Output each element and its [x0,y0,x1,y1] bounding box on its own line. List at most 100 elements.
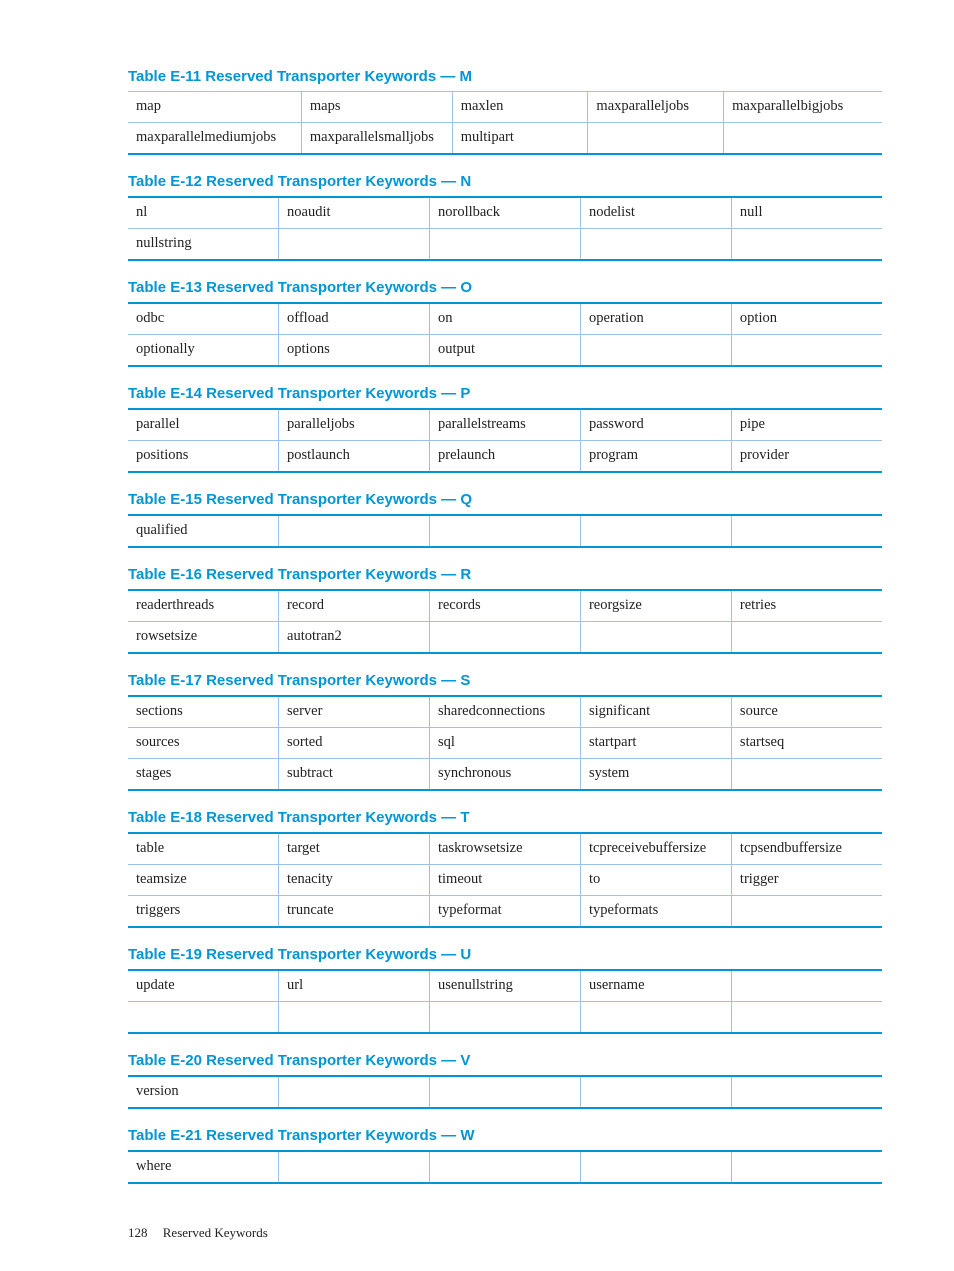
table-title: Table E-13 Reserved Transporter Keywords… [128,279,882,296]
table-cell: parallelstreams [429,409,580,441]
tables-container: Table E-11 Reserved Transporter Keywords… [128,68,882,1184]
footer-section-title: Reserved Keywords [163,1225,268,1240]
table-cell [429,229,580,261]
table-row: nlnoauditnorollbacknodelistnull [128,197,882,229]
table-cell [580,1002,731,1034]
table-cell: tcpsendbuffersize [731,833,882,865]
table-title: Table E-14 Reserved Transporter Keywords… [128,385,882,402]
table-cell [580,229,731,261]
table-cell: prelaunch [429,441,580,473]
table-cell: url [279,970,430,1002]
table-cell: tenacity [279,865,430,896]
table-cell: program [580,441,731,473]
t-e21: where [128,1150,882,1184]
table-cell [580,1151,731,1183]
table-cell: startseq [731,728,882,759]
table-cell: postlaunch [279,441,430,473]
table-cell [580,515,731,547]
table-cell: maps [301,92,452,123]
table-cell: target [279,833,430,865]
table-cell: maxparallelsmalljobs [301,123,452,155]
t-e13: odbcoffloadonoperationoptionoptionallyop… [128,302,882,367]
table-cell: paralleljobs [279,409,430,441]
table-cell: synchronous [429,759,580,791]
table-title: Table E-12 Reserved Transporter Keywords… [128,173,882,190]
t-e16: readerthreadsrecordrecordsreorgsizeretri… [128,589,882,654]
table-cell [731,229,882,261]
table-cell: to [580,865,731,896]
table-cell [731,622,882,654]
table-cell [279,515,430,547]
table-cell: rowsetsize [128,622,279,654]
table-cell [279,1002,430,1034]
table-row: tabletargettaskrowsetsizetcpreceivebuffe… [128,833,882,865]
table-cell: nl [128,197,279,229]
table-cell: tcpreceivebuffersize [580,833,731,865]
t-e11: mapmapsmaxlenmaxparalleljobsmaxparallelb… [128,91,882,155]
table-title: Table E-20 Reserved Transporter Keywords… [128,1052,882,1069]
table-cell: subtract [279,759,430,791]
table-cell [128,1002,279,1034]
t-e12: nlnoauditnorollbacknodelistnullnullstrin… [128,196,882,261]
table-cell: norollback [429,197,580,229]
table-row: odbcoffloadonoperationoption [128,303,882,335]
table-cell: null [731,197,882,229]
table-cell: maxlen [452,92,588,123]
table-cell: output [429,335,580,367]
table-cell: significant [580,696,731,728]
table-cell: record [279,590,430,622]
table-row: sourcessortedsqlstartpartstartseq [128,728,882,759]
table-title: Table E-16 Reserved Transporter Keywords… [128,566,882,583]
table-cell: trigger [731,865,882,896]
table-title: Table E-15 Reserved Transporter Keywords… [128,491,882,508]
page-footer: 128 Reserved Keywords [128,1225,268,1241]
table-cell [429,515,580,547]
table-cell: on [429,303,580,335]
table-cell: usenullstring [429,970,580,1002]
table-cell: teamsize [128,865,279,896]
table-cell: typeformats [580,896,731,928]
table-cell: offload [279,303,430,335]
table-cell: truncate [279,896,430,928]
table-cell: username [580,970,731,1002]
table-row: optionallyoptionsoutput [128,335,882,367]
table-cell: version [128,1076,279,1108]
table-cell: source [731,696,882,728]
table-cell: stages [128,759,279,791]
table-cell: qualified [128,515,279,547]
table-cell: nullstring [128,229,279,261]
table-row: maxparallelmediumjobsmaxparallelsmalljob… [128,123,882,155]
t-e14: parallelparalleljobsparallelstreamspassw… [128,408,882,473]
table-cell [731,335,882,367]
table-cell [429,1002,580,1034]
table-row: where [128,1151,882,1183]
table-cell: map [128,92,301,123]
table-cell: retries [731,590,882,622]
table-cell: maxparallelbigjobs [724,92,882,123]
table-row: updateurlusenullstringusername [128,970,882,1002]
table-cell [731,759,882,791]
table-row: positionspostlaunchprelaunchprogramprovi… [128,441,882,473]
table-cell: where [128,1151,279,1183]
t-e18: tabletargettaskrowsetsizetcpreceivebuffe… [128,832,882,928]
table-row: sectionsserversharedconnectionssignifica… [128,696,882,728]
table-cell: startpart [580,728,731,759]
table-cell: optionally [128,335,279,367]
table-cell: sources [128,728,279,759]
table-title: Table E-11 Reserved Transporter Keywords… [128,68,882,85]
table-cell: sorted [279,728,430,759]
page: Table E-11 Reserved Transporter Keywords… [0,0,954,1271]
table-cell: typeformat [429,896,580,928]
table-cell [588,123,724,155]
table-cell [731,1151,882,1183]
table-cell: readerthreads [128,590,279,622]
table-cell: system [580,759,731,791]
table-cell: sql [429,728,580,759]
table-cell: sections [128,696,279,728]
table-cell [279,1151,430,1183]
table-cell [429,622,580,654]
table-row: triggerstruncatetypeformattypeformats [128,896,882,928]
table-cell: odbc [128,303,279,335]
t-e19: updateurlusenullstringusername [128,969,882,1034]
table-row: readerthreadsrecordrecordsreorgsizeretri… [128,590,882,622]
